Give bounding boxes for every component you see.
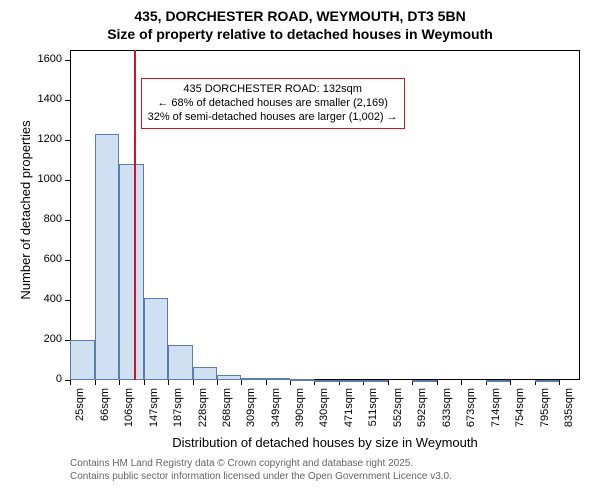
xtick-label: 714sqm bbox=[490, 388, 502, 432]
xtick-mark bbox=[241, 380, 242, 385]
ytick-label: 1200 bbox=[0, 133, 62, 145]
chart-container: 435, DORCHESTER ROAD, WEYMOUTH, DT3 5BN … bbox=[0, 0, 600, 500]
ytick-label: 0 bbox=[0, 373, 62, 385]
ytick-label: 600 bbox=[0, 253, 62, 265]
xtick-mark bbox=[559, 380, 560, 385]
marker-vertical-line bbox=[134, 50, 136, 380]
annotation-line1: 435 DORCHESTER ROAD: 132sqm bbox=[148, 83, 398, 97]
ytick-mark bbox=[65, 60, 70, 61]
xtick-label: 106sqm bbox=[123, 388, 135, 432]
title-line2: Size of property relative to detached ho… bbox=[0, 26, 600, 42]
histogram-bar bbox=[339, 380, 363, 382]
xtick-mark bbox=[119, 380, 120, 385]
x-axis-label: Distribution of detached houses by size … bbox=[70, 435, 580, 450]
ytick-mark bbox=[65, 140, 70, 141]
histogram-bar bbox=[168, 345, 193, 380]
ytick-mark bbox=[65, 260, 70, 261]
footer-line2: Contains public sector information licen… bbox=[70, 471, 452, 482]
annotation-line3: 32% of semi-detached houses are larger (… bbox=[148, 111, 398, 125]
histogram-bar bbox=[314, 380, 339, 382]
ytick-label: 1000 bbox=[0, 173, 62, 185]
ytick-label: 1600 bbox=[0, 53, 62, 65]
histogram-bar bbox=[144, 298, 168, 380]
ytick-label: 400 bbox=[0, 293, 62, 305]
xtick-mark bbox=[168, 380, 169, 385]
xtick-label: 511sqm bbox=[367, 388, 379, 432]
ytick-mark bbox=[65, 100, 70, 101]
xtick-mark bbox=[217, 380, 218, 385]
xtick-mark bbox=[193, 380, 194, 385]
xtick-mark bbox=[144, 380, 145, 385]
ytick-mark bbox=[65, 180, 70, 181]
histogram-bar bbox=[363, 380, 388, 382]
histogram-bar bbox=[486, 380, 510, 382]
xtick-mark bbox=[95, 380, 96, 385]
xtick-mark bbox=[388, 380, 389, 385]
histogram-bar bbox=[119, 164, 144, 380]
ytick-label: 200 bbox=[0, 333, 62, 345]
xtick-label: 390sqm bbox=[294, 388, 306, 432]
histogram-bar bbox=[412, 380, 437, 382]
ytick-mark bbox=[65, 300, 70, 301]
xtick-label: 673sqm bbox=[465, 388, 477, 432]
xtick-mark bbox=[461, 380, 462, 385]
footer-line1: Contains HM Land Registry data © Crown c… bbox=[70, 458, 413, 469]
xtick-label: 349sqm bbox=[270, 388, 282, 432]
histogram-bar bbox=[217, 375, 242, 380]
histogram-bar bbox=[241, 378, 265, 380]
xtick-mark bbox=[266, 380, 267, 385]
xtick-label: 187sqm bbox=[172, 388, 184, 432]
xtick-mark bbox=[437, 380, 438, 385]
xtick-label: 228sqm bbox=[197, 388, 209, 432]
xtick-label: 552sqm bbox=[392, 388, 404, 432]
xtick-label: 147sqm bbox=[148, 388, 160, 432]
xtick-mark bbox=[70, 380, 71, 385]
histogram-bar bbox=[70, 340, 95, 380]
xtick-label: 592sqm bbox=[416, 388, 428, 432]
xtick-label: 471sqm bbox=[343, 388, 355, 432]
histogram-bar bbox=[290, 379, 314, 381]
xtick-label: 430sqm bbox=[318, 388, 330, 432]
ytick-mark bbox=[65, 220, 70, 221]
histogram-bar bbox=[535, 380, 559, 382]
xtick-label: 633sqm bbox=[441, 388, 453, 432]
xtick-label: 25sqm bbox=[74, 388, 86, 432]
histogram-bar bbox=[95, 134, 119, 380]
xtick-mark bbox=[510, 380, 511, 385]
xtick-label: 268sqm bbox=[221, 388, 233, 432]
annotation-box: 435 DORCHESTER ROAD: 132sqm← 68% of deta… bbox=[141, 78, 405, 129]
xtick-label: 66sqm bbox=[99, 388, 111, 432]
ytick-label: 1400 bbox=[0, 93, 62, 105]
xtick-label: 835sqm bbox=[563, 388, 575, 432]
histogram-bar bbox=[266, 378, 291, 380]
ytick-label: 800 bbox=[0, 213, 62, 225]
histogram-bar bbox=[193, 367, 217, 380]
xtick-label: 754sqm bbox=[514, 388, 526, 432]
xtick-label: 795sqm bbox=[539, 388, 551, 432]
xtick-label: 309sqm bbox=[245, 388, 257, 432]
title-line1: 435, DORCHESTER ROAD, WEYMOUTH, DT3 5BN bbox=[0, 8, 600, 24]
annotation-line2: ← 68% of detached houses are smaller (2,… bbox=[148, 97, 398, 111]
